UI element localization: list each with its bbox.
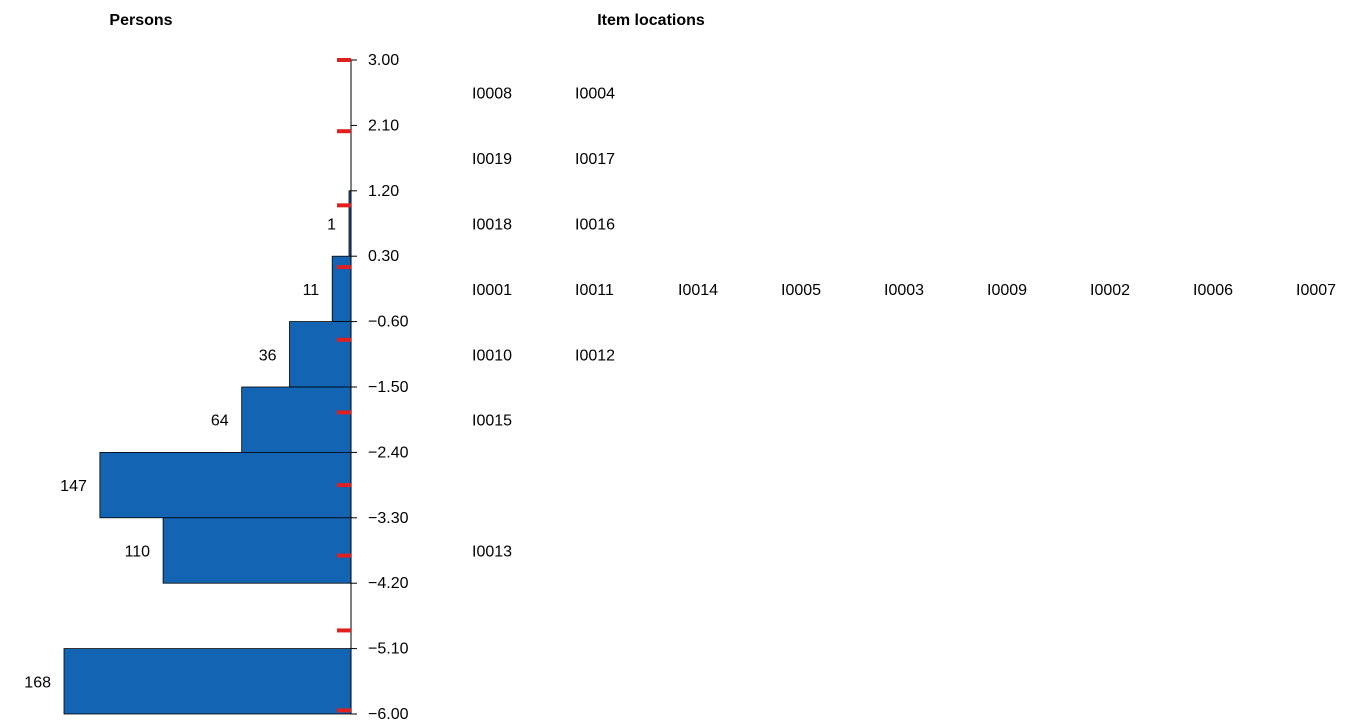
- item-location-marker: [337, 628, 351, 633]
- item-label: I0018: [472, 217, 512, 234]
- person-count-label: 36: [259, 347, 277, 364]
- item-label: I0015: [472, 413, 512, 430]
- item-label: I0011: [575, 282, 614, 299]
- item-label: I0003: [884, 282, 924, 299]
- y-tick-label: −2.40: [368, 444, 409, 461]
- item-markers: [337, 58, 351, 713]
- person-count-label: 110: [125, 544, 151, 561]
- person-bar: [289, 321, 352, 388]
- item-location-marker: [337, 203, 351, 208]
- item-location-marker: [337, 553, 351, 558]
- person-bar: [241, 386, 352, 453]
- person-count-label: 11: [303, 282, 320, 299]
- person-bar: [63, 648, 352, 715]
- item-label: I0017: [575, 151, 615, 168]
- y-tick-label: −3.30: [368, 510, 409, 527]
- item-label: I0006: [1193, 282, 1233, 299]
- item-location-marker: [337, 410, 351, 415]
- items-title: Item locations: [597, 12, 705, 29]
- y-axis-ticks: 3.00 2.10 1.20 0.30 −0.60 −1.50 −2.40 −3.30 −4.2…: [351, 52, 409, 723]
- y-tick-label: −6.00: [368, 706, 409, 723]
- y-tick-label: 1.20: [368, 183, 399, 200]
- item-label: I0019: [472, 151, 512, 168]
- item-label: I0013: [472, 544, 512, 561]
- item-location-marker: [337, 58, 351, 62]
- item-label: I0004: [575, 86, 615, 103]
- item-label: I0012: [575, 347, 615, 364]
- y-tick-label: 2.10: [368, 117, 399, 134]
- item-label: I0001: [472, 282, 512, 299]
- item-location-marker: [337, 129, 351, 134]
- y-tick-label: −5.10: [368, 641, 409, 658]
- item-label: I0002: [1090, 282, 1130, 299]
- y-tick-label: 3.00: [368, 52, 399, 69]
- y-tick-label: −4.20: [368, 575, 409, 592]
- item-label: I0008: [472, 86, 512, 103]
- y-tick-label: −0.60: [368, 314, 409, 331]
- item-label: I0016: [575, 217, 615, 234]
- person-bar: [162, 517, 352, 584]
- item-label: I0014: [678, 282, 718, 299]
- item-location-marker: [337, 337, 351, 342]
- persons-title: Persons: [109, 12, 172, 29]
- person-count-label: 147: [60, 478, 87, 495]
- item-location-marker: [337, 483, 351, 488]
- person-count-label: 168: [24, 674, 51, 691]
- item-labels: I0008 I0004 I0019 I0017 I0018 I0016 I0001 I0011…: [472, 86, 1336, 561]
- item-location-marker: [337, 708, 351, 713]
- person-count-label: 1: [327, 217, 336, 234]
- item-label: I0009: [987, 282, 1027, 299]
- y-tick-label: 0.30: [368, 248, 399, 265]
- item-location-marker: [337, 265, 351, 270]
- item-label: I0005: [781, 282, 821, 299]
- person-count-label: 64: [211, 413, 229, 430]
- item-label: I0010: [472, 347, 512, 364]
- person-bar: [99, 451, 352, 519]
- item-label: I0007: [1296, 282, 1336, 299]
- y-tick-label: −1.50: [368, 379, 409, 396]
